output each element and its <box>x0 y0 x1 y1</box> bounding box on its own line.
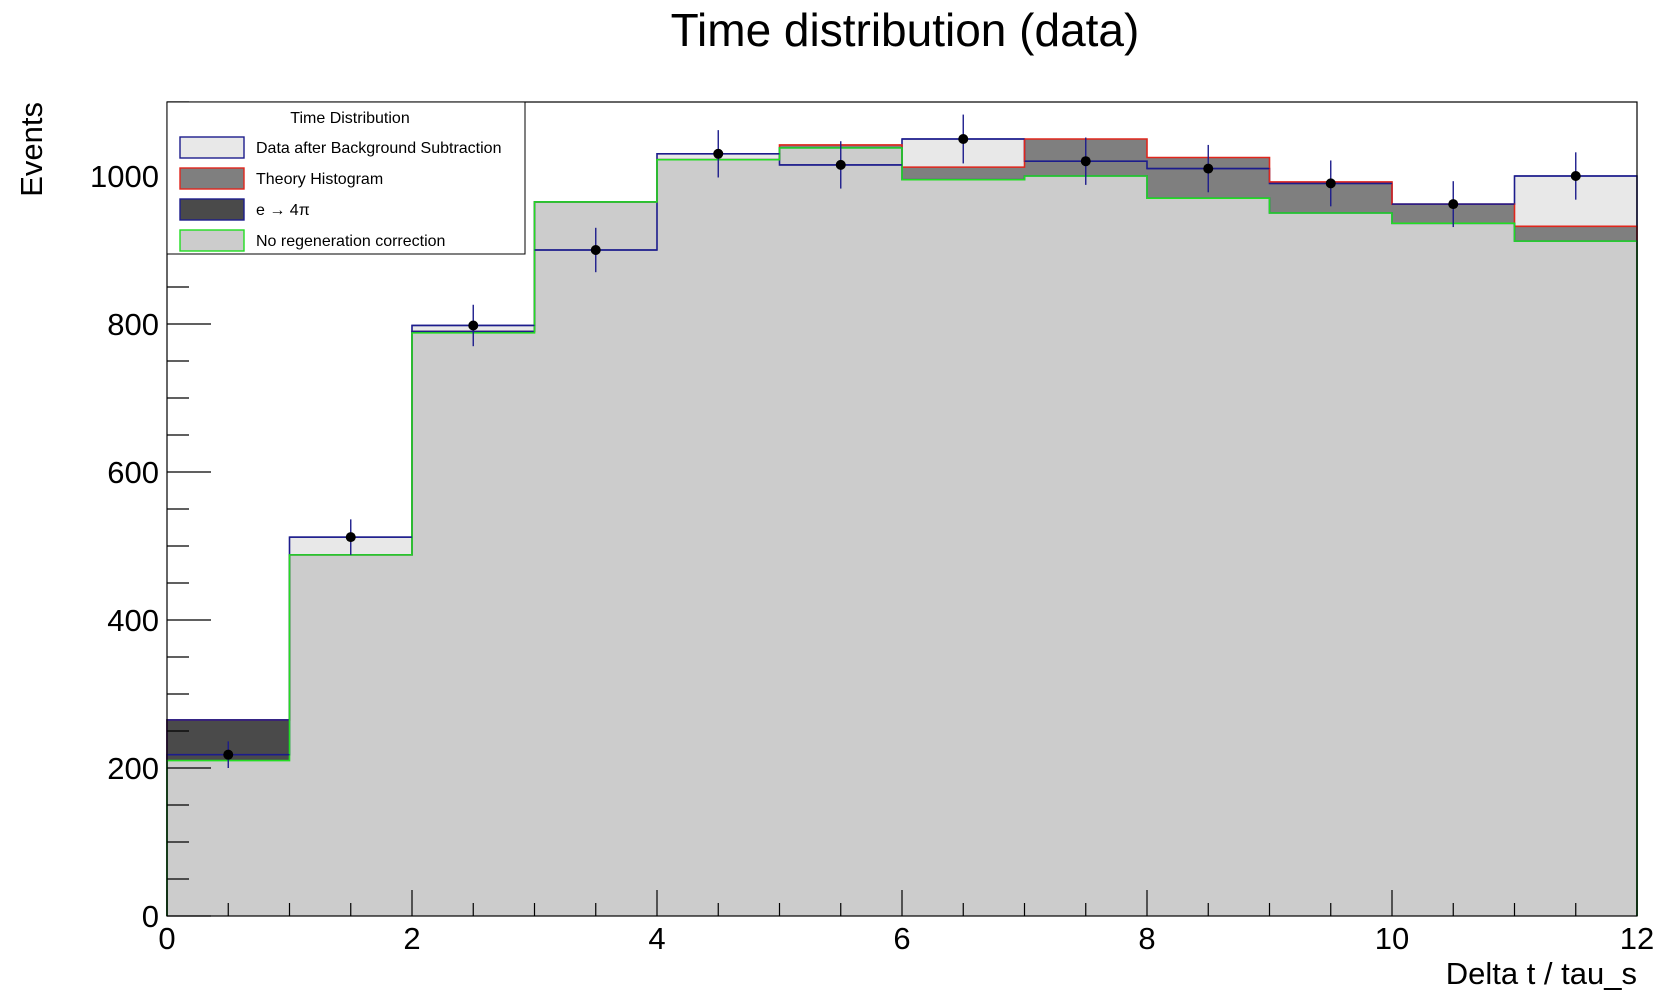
legend-swatch-3 <box>179 229 245 252</box>
hist-outline-s3 <box>166 147 1638 916</box>
hist-bar-s3-b6 <box>902 179 1025 916</box>
y-axis-title: Events <box>14 102 49 197</box>
x-tick-label-2: 2 <box>403 921 420 956</box>
legend-label-1: Theory Histogram <box>256 171 383 188</box>
hist-bar-s3-b7 <box>1024 176 1147 916</box>
x-axis-title: Delta t / tau_s <box>1446 956 1637 991</box>
y-tick-label-0: 0 <box>142 899 159 934</box>
y-tick-label-600: 600 <box>107 455 159 490</box>
legend-swatch-0 <box>179 136 245 159</box>
data-points <box>167 114 1637 768</box>
legend-swatch-2 <box>179 198 245 221</box>
histogram-layers <box>167 139 1637 917</box>
data-point-6 <box>958 134 969 144</box>
hist-bar-s3-b1 <box>289 554 412 916</box>
y-tick-label-800: 800 <box>107 307 159 342</box>
hist-bar-s3-b3 <box>534 201 657 916</box>
data-point-7 <box>1080 156 1091 167</box>
plot-area: 0 200 400 600 800 1000 0 2 4 6 8 10 12 <box>90 101 1654 956</box>
legend-label-3: No regeneration correction <box>256 233 445 250</box>
x-tick-label-6: 6 <box>893 921 910 956</box>
hist-bar-s3-b4 <box>657 159 780 917</box>
x-tick-label-4: 4 <box>648 921 665 956</box>
data-point-1 <box>345 532 356 543</box>
x-axis: 0 2 4 6 8 10 12 <box>158 890 1654 956</box>
hist-bar-s3-b10 <box>1392 223 1515 917</box>
legend-label-0: Data after Background Subtraction <box>256 140 501 157</box>
legend: Time Distribution Data after Background … <box>166 101 526 255</box>
data-point-4 <box>713 148 724 159</box>
hist-bar-s3-b5 <box>779 147 902 916</box>
chart-title: Time distribution (data) <box>671 4 1140 56</box>
legend-label-2: e → 4π <box>256 202 310 219</box>
data-point-2 <box>468 320 479 331</box>
data-point-3 <box>590 245 601 255</box>
x-tick-label-0: 0 <box>158 921 175 956</box>
hist-bar-s3-b11 <box>1514 241 1637 916</box>
y-tick-label-200: 200 <box>107 751 159 786</box>
data-point-11 <box>1570 171 1581 181</box>
hist-bar-s3-b0 <box>167 760 290 916</box>
data-point-8 <box>1203 163 1214 174</box>
y-tick-label-1000: 1000 <box>90 159 159 194</box>
hist-bar-s3-b2 <box>412 332 535 916</box>
legend-entries: Data after Background Subtraction Theory … <box>179 136 501 252</box>
data-point-5 <box>835 159 846 170</box>
legend-swatch-1 <box>179 167 245 190</box>
y-tick-label-400: 400 <box>107 603 159 638</box>
x-tick-label-10: 10 <box>1375 921 1409 956</box>
hist-bar-s3-b8 <box>1147 198 1270 916</box>
data-point-9 <box>1325 178 1336 189</box>
y-axis: 0 200 400 600 800 1000 <box>90 101 211 934</box>
data-point-0 <box>223 749 234 760</box>
x-tick-label-12: 12 <box>1620 921 1654 956</box>
histogram-outlines <box>166 138 1638 916</box>
x-tick-label-8: 8 <box>1138 921 1155 956</box>
data-point-10 <box>1448 199 1459 210</box>
hist-bar-s3-b9 <box>1269 213 1392 916</box>
legend-title: Time Distribution <box>290 110 409 127</box>
